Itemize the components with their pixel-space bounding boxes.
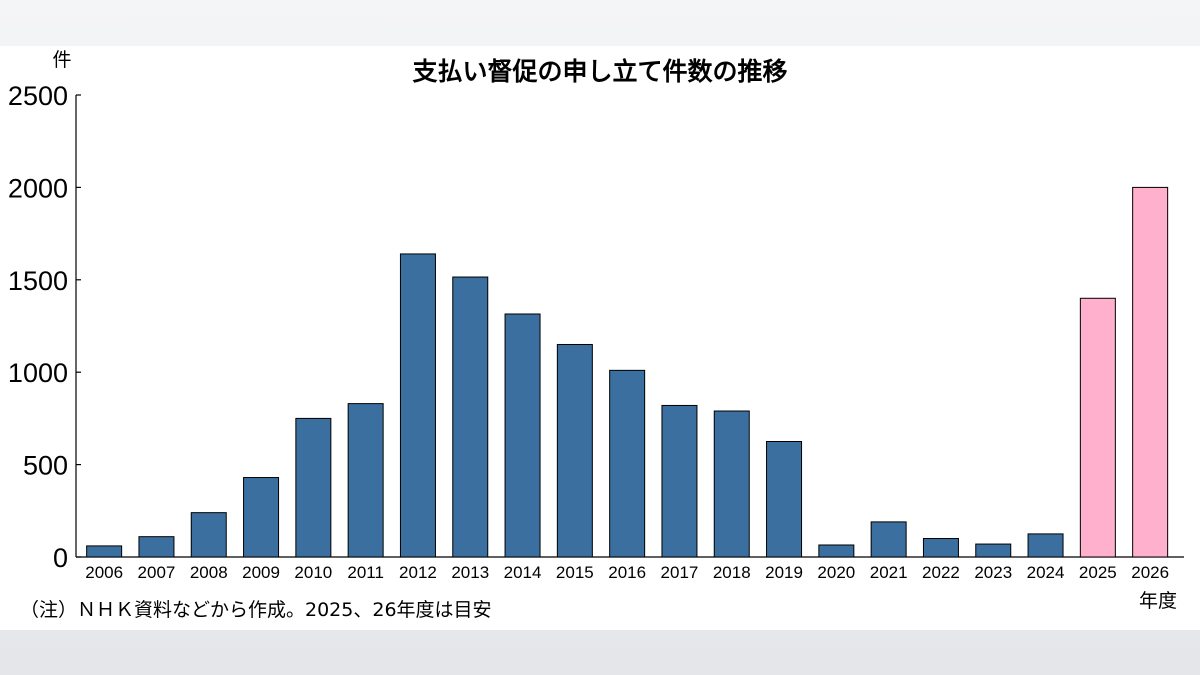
y-axis-unit-label: 件: [52, 49, 71, 71]
chart-background: [0, 46, 1200, 630]
x-axis-unit-label: 年度: [1139, 590, 1177, 612]
bar-2012: [399, 253, 436, 558]
x-tick-label: 2025: [1079, 563, 1117, 582]
x-tick-label: 2016: [608, 563, 646, 582]
bar-2010: [295, 417, 332, 558]
x-tick-label: 2017: [661, 563, 699, 582]
x-tick-label: 2007: [138, 563, 176, 582]
bar-2022: [922, 538, 959, 558]
x-tick-label: 2021: [870, 563, 908, 582]
source-note: （注）ＮＨＫ資料などから作成。2025、26年度は目安: [20, 599, 492, 621]
bar-2015: [556, 343, 593, 558]
bar-2023: [975, 543, 1012, 558]
x-tick-label: 2022: [922, 563, 960, 582]
bar-2018: [713, 410, 750, 558]
bar-2024: [1027, 533, 1064, 558]
chart-title: 支払い督促の申し立て件数の推移: [412, 57, 787, 86]
y-tick-label: 1500: [8, 266, 68, 296]
y-tick-label: 2000: [8, 173, 68, 203]
x-tick-label: 2015: [556, 563, 594, 582]
bar-2025: [1079, 297, 1116, 558]
bars-group: [86, 186, 1169, 558]
bar-2013: [452, 276, 489, 558]
bar-2026: [1132, 186, 1169, 558]
x-tick-label: 2014: [504, 563, 542, 582]
x-tick-label: 2010: [294, 563, 332, 582]
y-tick-label: 1000: [8, 358, 68, 388]
bar-2008: [190, 512, 227, 558]
bar-2020: [818, 544, 855, 558]
x-tick-label: 2012: [399, 563, 437, 582]
y-axis: 0 500 1000 1500 2000 2500: [8, 81, 81, 573]
bar-2014: [504, 313, 541, 558]
bar-2017: [661, 404, 698, 558]
x-tick-label: 2008: [190, 563, 228, 582]
x-tick-label: 2011: [347, 563, 384, 582]
x-tick-label: 2019: [765, 563, 803, 582]
x-tick-label: 2023: [974, 563, 1012, 582]
bar-2016: [609, 369, 646, 558]
x-tick-label: 2006: [85, 563, 123, 582]
x-tick-label: 2018: [713, 563, 751, 582]
bar-2009: [243, 477, 280, 558]
x-tick-label: 2026: [1131, 563, 1169, 582]
y-tick-label: 0: [53, 543, 68, 573]
x-tick-label: 2009: [242, 563, 280, 582]
y-tick-label: 500: [23, 451, 68, 481]
bar-2011: [347, 403, 384, 558]
x-tick-label: 2020: [817, 563, 855, 582]
bar-2021: [870, 521, 907, 558]
bar-2007: [138, 536, 175, 558]
bar-2006: [86, 545, 123, 558]
x-tick-label: 2024: [1027, 563, 1065, 582]
x-tick-label: 2013: [451, 563, 489, 582]
y-tick-label: 2500: [8, 81, 68, 111]
bar-2019: [766, 441, 803, 558]
